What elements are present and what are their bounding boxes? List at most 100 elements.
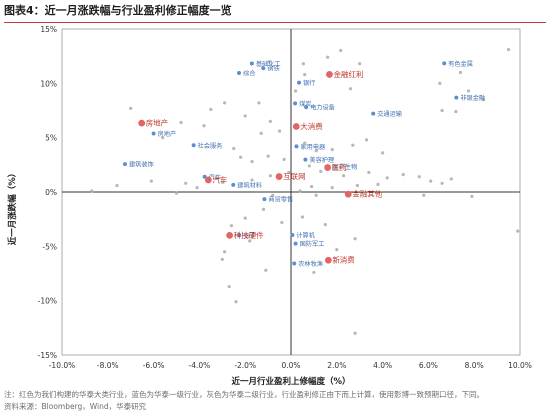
gray-data-point bbox=[312, 270, 316, 275]
y-axis-label: 近一月涨跌幅（%） bbox=[7, 169, 18, 246]
gray-data-point bbox=[376, 182, 380, 186]
blue-data-point bbox=[290, 233, 295, 238]
gray-data-point bbox=[220, 257, 224, 261]
gray-data-point bbox=[257, 101, 261, 105]
footer-source: 资料来源：Bloomberg，Wind，华泰研究 bbox=[4, 402, 147, 411]
red-point-label: 金融红利 bbox=[333, 69, 363, 79]
blue-data-point bbox=[261, 66, 266, 71]
gray-data-point bbox=[314, 149, 318, 153]
gray-data-point bbox=[303, 73, 307, 77]
gray-data-point bbox=[351, 143, 355, 147]
gray-data-point bbox=[179, 120, 183, 125]
gray-data-point bbox=[280, 220, 284, 225]
gray-data-point bbox=[202, 124, 206, 128]
gray-data-point bbox=[129, 106, 133, 110]
y-tick-label: -10% bbox=[38, 297, 57, 306]
gray-data-point bbox=[277, 129, 282, 133]
x-tick-labels: -10.0% -8.0% -6.0% -4.0% -2.0% 0.0% 2.0% 4.0% 6.… bbox=[49, 361, 532, 370]
gray-data-point bbox=[516, 229, 520, 233]
data-points bbox=[90, 48, 520, 335]
red-point-label: 医药 bbox=[332, 162, 347, 172]
x-axis-label: 近一月行业盈利上修幅度（%） bbox=[231, 376, 350, 387]
x-tick-label: -6.0% bbox=[143, 361, 165, 370]
blue-point-label: 钢铁 bbox=[267, 65, 279, 73]
gray-data-point bbox=[401, 173, 405, 177]
y-tick-label: 0% bbox=[45, 188, 57, 197]
gray-data-point bbox=[271, 193, 275, 197]
gray-data-point bbox=[174, 191, 179, 195]
blue-point-label: 房地产 bbox=[158, 130, 177, 138]
blue-point-label: 有色金属 bbox=[448, 60, 473, 68]
blue-point-label: 煤炭 bbox=[299, 100, 311, 108]
x-tick-label: 8.0% bbox=[465, 361, 484, 370]
gray-data-point bbox=[227, 284, 231, 289]
gray-data-point bbox=[438, 81, 442, 85]
figure-title: 图表4：近一月涨跌幅与行业盈利修正幅度一览 bbox=[4, 4, 232, 17]
red-point-label: 房地产 bbox=[146, 118, 169, 128]
zero-axes bbox=[62, 29, 520, 355]
red-point-label: 大消费 bbox=[300, 121, 323, 131]
x-tick-label: 2.0% bbox=[327, 361, 346, 370]
blue-point-label: 汽车 bbox=[209, 173, 221, 181]
gray-data-point bbox=[222, 250, 227, 254]
gray-data-point bbox=[232, 146, 236, 151]
gray-data-point bbox=[300, 215, 305, 219]
gray-data-point bbox=[481, 98, 485, 102]
blue-data-point bbox=[297, 80, 302, 85]
x-tick-label: -8.0% bbox=[97, 361, 119, 370]
gray-data-point bbox=[149, 179, 153, 183]
blue-data-point bbox=[292, 261, 297, 266]
y-tick-label: 15% bbox=[40, 25, 57, 34]
red-data-point bbox=[275, 173, 283, 180]
blue-point-label: 医药生物 bbox=[333, 163, 358, 171]
y-tick-label: -5% bbox=[42, 242, 57, 251]
gray-data-point bbox=[209, 107, 213, 112]
gray-data-point bbox=[323, 223, 327, 227]
gray-data-point bbox=[326, 55, 330, 59]
gray-data-point bbox=[335, 247, 339, 252]
x-tick-label: 10.0% bbox=[508, 361, 532, 370]
figure-header: 图表4：近一月涨跌幅与行业盈利修正幅度一览 bbox=[4, 2, 546, 23]
gray-data-point bbox=[266, 154, 270, 158]
gray-data-point bbox=[90, 189, 94, 193]
blue-data-point bbox=[303, 157, 308, 162]
x-tick-label: -10.0% bbox=[49, 361, 76, 370]
footer-note: 注：红色为我们构建的华泰大类行业，蓝色为华泰一级行业，灰色为华泰二级行业，行业盈… bbox=[4, 390, 484, 399]
blue-point-label: 交通运输 bbox=[377, 110, 403, 118]
gray-data-point bbox=[234, 300, 238, 304]
blue-point-label: 基础化工 bbox=[256, 60, 281, 68]
red-data-point bbox=[292, 123, 300, 130]
blue-data-point bbox=[304, 105, 309, 110]
red-data-point bbox=[326, 71, 333, 78]
y-tick-label: 5% bbox=[45, 134, 57, 143]
gray-data-point bbox=[385, 176, 389, 180]
y-tick-labels: 15% 10% 5% 0% -5% -10% -15% bbox=[38, 25, 57, 360]
gray-data-point bbox=[339, 48, 343, 53]
gray-data-point bbox=[301, 62, 305, 66]
red-data-point bbox=[138, 119, 146, 127]
gray-data-point bbox=[458, 70, 463, 75]
red-data-point bbox=[344, 190, 352, 198]
blue-point-label: 计算机 bbox=[296, 232, 315, 240]
blue-data-point bbox=[122, 162, 127, 167]
red-data-point bbox=[324, 164, 332, 171]
blue-data-point bbox=[442, 61, 447, 66]
red-point-label: 汽车 bbox=[212, 174, 227, 184]
gray-data-point bbox=[239, 155, 243, 159]
gray-data-point bbox=[222, 101, 227, 105]
gray-data-point bbox=[264, 268, 268, 272]
gray-data-point bbox=[310, 184, 314, 189]
blue-data-point bbox=[151, 131, 156, 136]
gray-data-point bbox=[506, 48, 511, 52]
gray-data-point bbox=[298, 189, 302, 193]
x-tick-label: -2.0% bbox=[234, 361, 256, 370]
gray-data-point bbox=[261, 207, 266, 211]
red-point-label: 互联网 bbox=[283, 172, 306, 181]
red-data-point bbox=[226, 231, 234, 239]
gray-data-point bbox=[248, 239, 252, 243]
gray-data-point bbox=[454, 109, 458, 114]
gray-data-point bbox=[381, 151, 385, 155]
blue-data-point bbox=[231, 182, 236, 187]
gray-data-point bbox=[293, 89, 298, 93]
